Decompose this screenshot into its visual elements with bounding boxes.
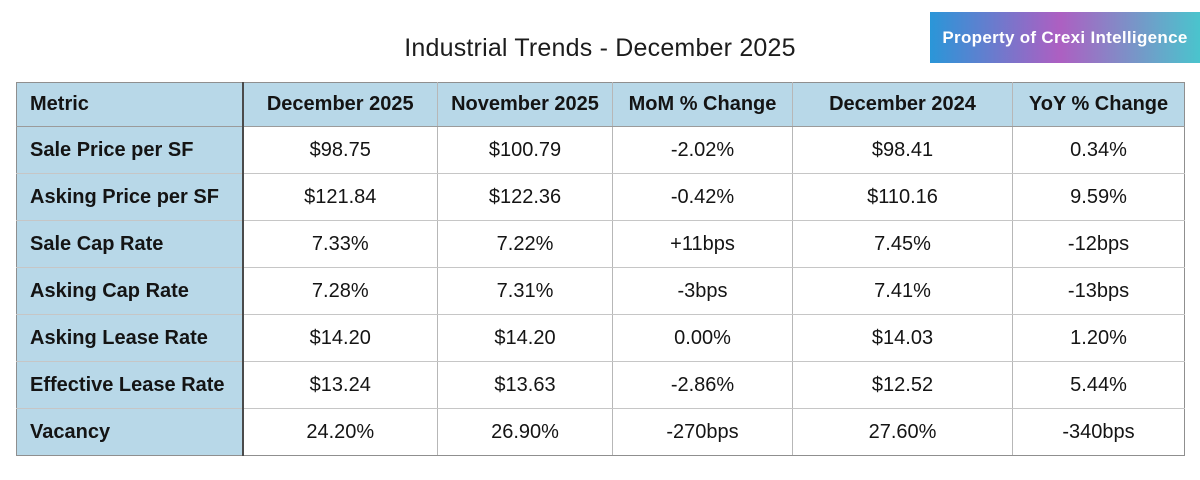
value-cell: 0.00%: [612, 314, 793, 362]
value-cell: $13.63: [437, 361, 613, 409]
value-cell: -2.02%: [612, 126, 793, 174]
value-cell: $13.24: [242, 361, 438, 409]
table-row: Asking Price per SF $121.84 $122.36 -0.42% $…: [16, 173, 1185, 221]
column-header: December 2024: [792, 82, 1013, 127]
metric-cell: Asking Price per SF: [16, 173, 244, 221]
value-cell: 7.28%: [242, 267, 438, 315]
value-cell: $12.52: [792, 361, 1013, 409]
metric-cell: Asking Lease Rate: [16, 314, 244, 362]
value-cell: 5.44%: [1012, 361, 1185, 409]
page-title: Industrial Trends - December 2025: [404, 34, 796, 62]
value-cell: $14.20: [437, 314, 613, 362]
column-header: December 2025: [242, 82, 438, 127]
metric-cell: Effective Lease Rate: [16, 361, 244, 409]
value-cell: 26.90%: [437, 408, 613, 456]
value-cell: 7.22%: [437, 220, 613, 268]
table-row: Sale Price per SF $98.75 $100.79 -2.02% $98.…: [16, 126, 1185, 174]
trends-table: Metric December 2025 November 2025 MoM % Ch…: [16, 82, 1185, 456]
value-cell: -0.42%: [612, 173, 793, 221]
value-cell: $14.20: [242, 314, 438, 362]
column-header: November 2025: [437, 82, 613, 127]
table-row: Asking Lease Rate $14.20 $14.20 0.00% $14.03…: [16, 314, 1185, 362]
value-cell: 7.41%: [792, 267, 1013, 315]
column-header: MoM % Change: [612, 82, 793, 127]
value-cell: $121.84: [242, 173, 438, 221]
value-cell: 9.59%: [1012, 173, 1185, 221]
header-row: Metric December 2025 November 2025 MoM % Ch…: [16, 82, 1185, 127]
value-cell: 7.31%: [437, 267, 613, 315]
value-cell: -340bps: [1012, 408, 1185, 456]
table-body: Sale Price per SF $98.75 $100.79 -2.02% $98.…: [16, 126, 1185, 456]
metric-cell: Sale Cap Rate: [16, 220, 244, 268]
value-cell: 24.20%: [242, 408, 438, 456]
metric-cell: Asking Cap Rate: [16, 267, 244, 315]
table-row: Sale Cap Rate 7.33% 7.22% +11bps 7.45% -12bps: [16, 220, 1185, 268]
value-cell: $110.16: [792, 173, 1013, 221]
value-cell: $98.41: [792, 126, 1013, 174]
value-cell: 27.60%: [792, 408, 1013, 456]
value-cell: 0.34%: [1012, 126, 1185, 174]
value-cell: -12bps: [1012, 220, 1185, 268]
metric-cell: Sale Price per SF: [16, 126, 244, 174]
value-cell: $122.36: [437, 173, 613, 221]
value-cell: 7.33%: [242, 220, 438, 268]
value-cell: -270bps: [612, 408, 793, 456]
value-cell: -3bps: [612, 267, 793, 315]
column-header: YoY % Change: [1012, 82, 1185, 127]
table-row: Asking Cap Rate 7.28% 7.31% -3bps 7.41% -13bp…: [16, 267, 1185, 315]
value-cell: $98.75: [242, 126, 438, 174]
crexi-intelligence-badge: Property of Crexi Intelligence: [930, 12, 1200, 63]
value-cell: 7.45%: [792, 220, 1013, 268]
column-header-metric: Metric: [16, 82, 244, 127]
value-cell: 1.20%: [1012, 314, 1185, 362]
value-cell: $100.79: [437, 126, 613, 174]
table-row: Vacancy 24.20% 26.90% -270bps 27.60% -340bps: [16, 408, 1185, 456]
metric-cell: Vacancy: [16, 408, 244, 456]
value-cell: +11bps: [612, 220, 793, 268]
value-cell: $14.03: [792, 314, 1013, 362]
table-row: Effective Lease Rate $13.24 $13.63 -2.86% $1…: [16, 361, 1185, 409]
value-cell: -2.86%: [612, 361, 793, 409]
value-cell: -13bps: [1012, 267, 1185, 315]
